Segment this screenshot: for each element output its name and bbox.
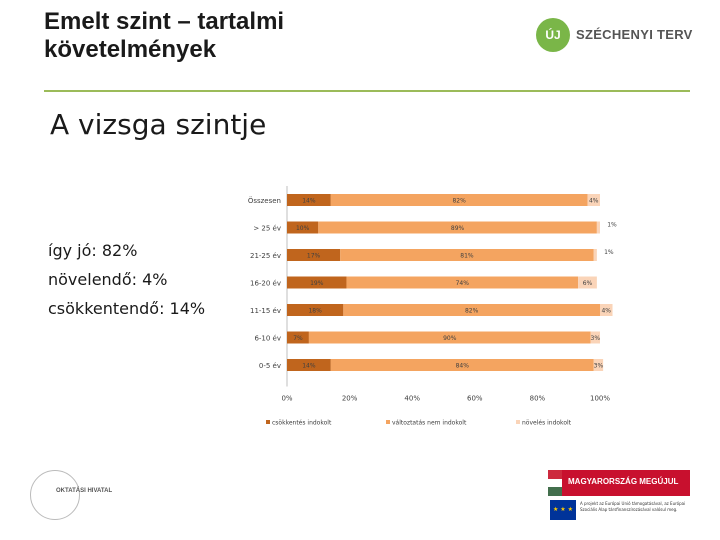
x-tick-label: 80% (530, 395, 546, 403)
summary-line-decrease: csökkentendő: 14% (48, 299, 206, 318)
data-label: 7% (293, 335, 303, 342)
legend-swatch (386, 420, 390, 424)
data-label: 17% (307, 253, 321, 260)
data-label: 90% (443, 335, 457, 342)
bar-segment (287, 249, 341, 261)
data-label: 82% (465, 308, 479, 315)
category-label: 0-5 év (259, 362, 281, 370)
data-label: 14% (302, 363, 316, 370)
bar-segment (578, 276, 597, 289)
uj-logo-icon: ÚJ (536, 18, 570, 52)
data-label: 1% (607, 222, 617, 229)
slide-title-line2: követelmények (44, 36, 217, 63)
data-label: 4% (601, 308, 611, 315)
bar-segment (590, 331, 600, 344)
banner-text: MAGYARORSZÁG MEGÚJUL (568, 477, 679, 486)
x-tick-label: 40% (404, 395, 420, 403)
x-tick-label: 0% (281, 395, 292, 403)
summary-block: így jó: 82% növelendő: 4% csökkentendő: … (48, 236, 205, 323)
legend-label: változtatás nem indokolt (392, 420, 467, 427)
data-label: 19% (310, 280, 324, 287)
bar-segment (593, 359, 604, 371)
bar-segment (318, 221, 597, 234)
eu-funding-block: MAGYARORSZÁG MEGÚJUL ★ ★ ★ A projekt az … (548, 470, 694, 534)
legend-label: csökkentés indokolt (272, 420, 332, 427)
logo-text: SZÉCHENYI TERV (576, 27, 693, 42)
data-label: 84% (456, 363, 470, 370)
bar-segment (346, 276, 579, 289)
eu-text: A projekt az Európai Unió támogatásával,… (580, 501, 686, 512)
legend-label: növelés indokolt (522, 420, 572, 427)
bar-segment (587, 194, 600, 206)
category-label: 6-10 év (254, 335, 281, 343)
slide-title: Emelt szint – tartalmi követelmények (44, 8, 284, 64)
kt-logo-text: OKTATÁSI HIVATAL (56, 488, 113, 494)
bar-segment (287, 194, 331, 206)
x-tick-label: 100% (590, 395, 610, 403)
header-divider (44, 90, 690, 92)
data-label: 3% (591, 335, 601, 342)
x-tick-label: 60% (467, 395, 483, 403)
x-tick-label: 20% (342, 395, 358, 403)
bar-segment (593, 249, 597, 261)
bar-segment (330, 359, 594, 371)
hungarian-flag-icon (548, 470, 562, 496)
data-label: 10% (296, 225, 310, 232)
eu-flag-icon: ★ ★ ★ (550, 500, 576, 520)
data-label: 82% (452, 198, 466, 205)
magyarorszag-megujul-banner: MAGYARORSZÁG MEGÚJUL (548, 470, 690, 496)
data-label: 6% (583, 280, 593, 287)
summary-line-increase: növelendő: 4% (48, 270, 168, 289)
bar-segment (308, 331, 591, 344)
bar-segment (287, 304, 344, 316)
category-label: Összesen (248, 196, 281, 205)
slide-title-line1: Emelt szint – tartalmi (44, 8, 285, 35)
bar-segment (330, 194, 588, 206)
category-label: 11-15 év (250, 307, 281, 315)
summary-line-good: így jó: 82% (48, 241, 138, 260)
category-label: 21-25 év (250, 252, 281, 260)
bar-segment (340, 249, 594, 261)
category-label: > 25 év (253, 225, 281, 233)
kt-logo-ring (30, 470, 80, 520)
section-subtitle: A vizsga szintje (50, 108, 267, 141)
category-label: 16-20 év (250, 280, 281, 288)
data-label: 1% (604, 249, 614, 256)
data-label: 18% (308, 308, 322, 315)
bar-segment (596, 221, 600, 234)
bar-segment (287, 221, 319, 234)
data-label: 14% (302, 198, 316, 205)
oktatasi-hivatal-logo: OKTATÁSI HIVATAL (30, 470, 120, 520)
szechenyi-logo: ÚJ SZÉCHENYI TERV (536, 18, 696, 54)
data-label: 74% (456, 280, 470, 287)
data-label: 4% (589, 198, 599, 205)
bar-segment (600, 304, 613, 316)
legend-swatch (516, 420, 520, 424)
data-label: 81% (460, 253, 474, 260)
bar-segment (287, 276, 347, 289)
data-label: 89% (451, 225, 465, 232)
bar-segment (287, 359, 331, 371)
legend-swatch (266, 420, 270, 424)
bar-segment (343, 304, 600, 316)
data-label: 3% (594, 363, 604, 370)
bar-segment (287, 331, 309, 344)
